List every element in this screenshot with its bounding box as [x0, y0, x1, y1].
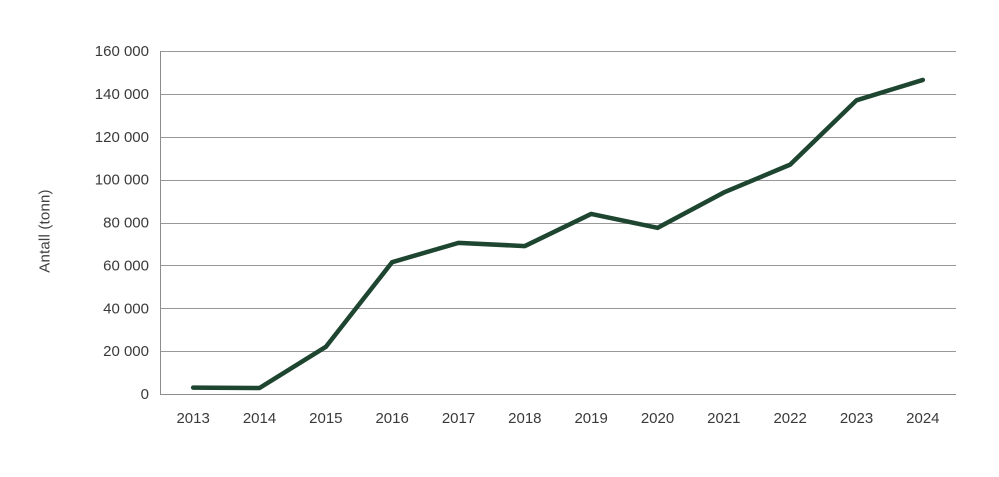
y-tick-label: 80 000	[103, 215, 149, 232]
y-tick-label: 60 000	[103, 257, 149, 274]
y-tick-label: 40 000	[103, 300, 149, 317]
y-tick-label: 120 000	[95, 129, 149, 146]
x-tick-label: 2015	[309, 410, 342, 427]
x-tick-label: 2018	[508, 410, 541, 427]
x-tick-label: 2023	[840, 410, 873, 427]
x-tick-label: 2017	[442, 410, 475, 427]
x-tick-label: 2019	[574, 410, 607, 427]
x-tick-label: 2022	[773, 410, 806, 427]
y-tick-label: 140 000	[95, 86, 149, 103]
y-tick-label: 160 000	[95, 43, 149, 60]
x-tick-label: 2016	[375, 410, 408, 427]
data-line	[190, 77, 926, 391]
x-tick-label: 2013	[176, 410, 209, 427]
y-axis-title: Antall (tonn)	[36, 189, 54, 273]
x-tick-label: 2024	[906, 410, 939, 427]
x-tick-label: 2021	[707, 410, 740, 427]
y-tick-label: 0	[141, 386, 149, 403]
y-tick-label: 100 000	[95, 172, 149, 189]
y-tick-label: 20 000	[103, 343, 149, 360]
x-tick-label: 2014	[243, 410, 276, 427]
x-tick-label: 2020	[641, 410, 674, 427]
